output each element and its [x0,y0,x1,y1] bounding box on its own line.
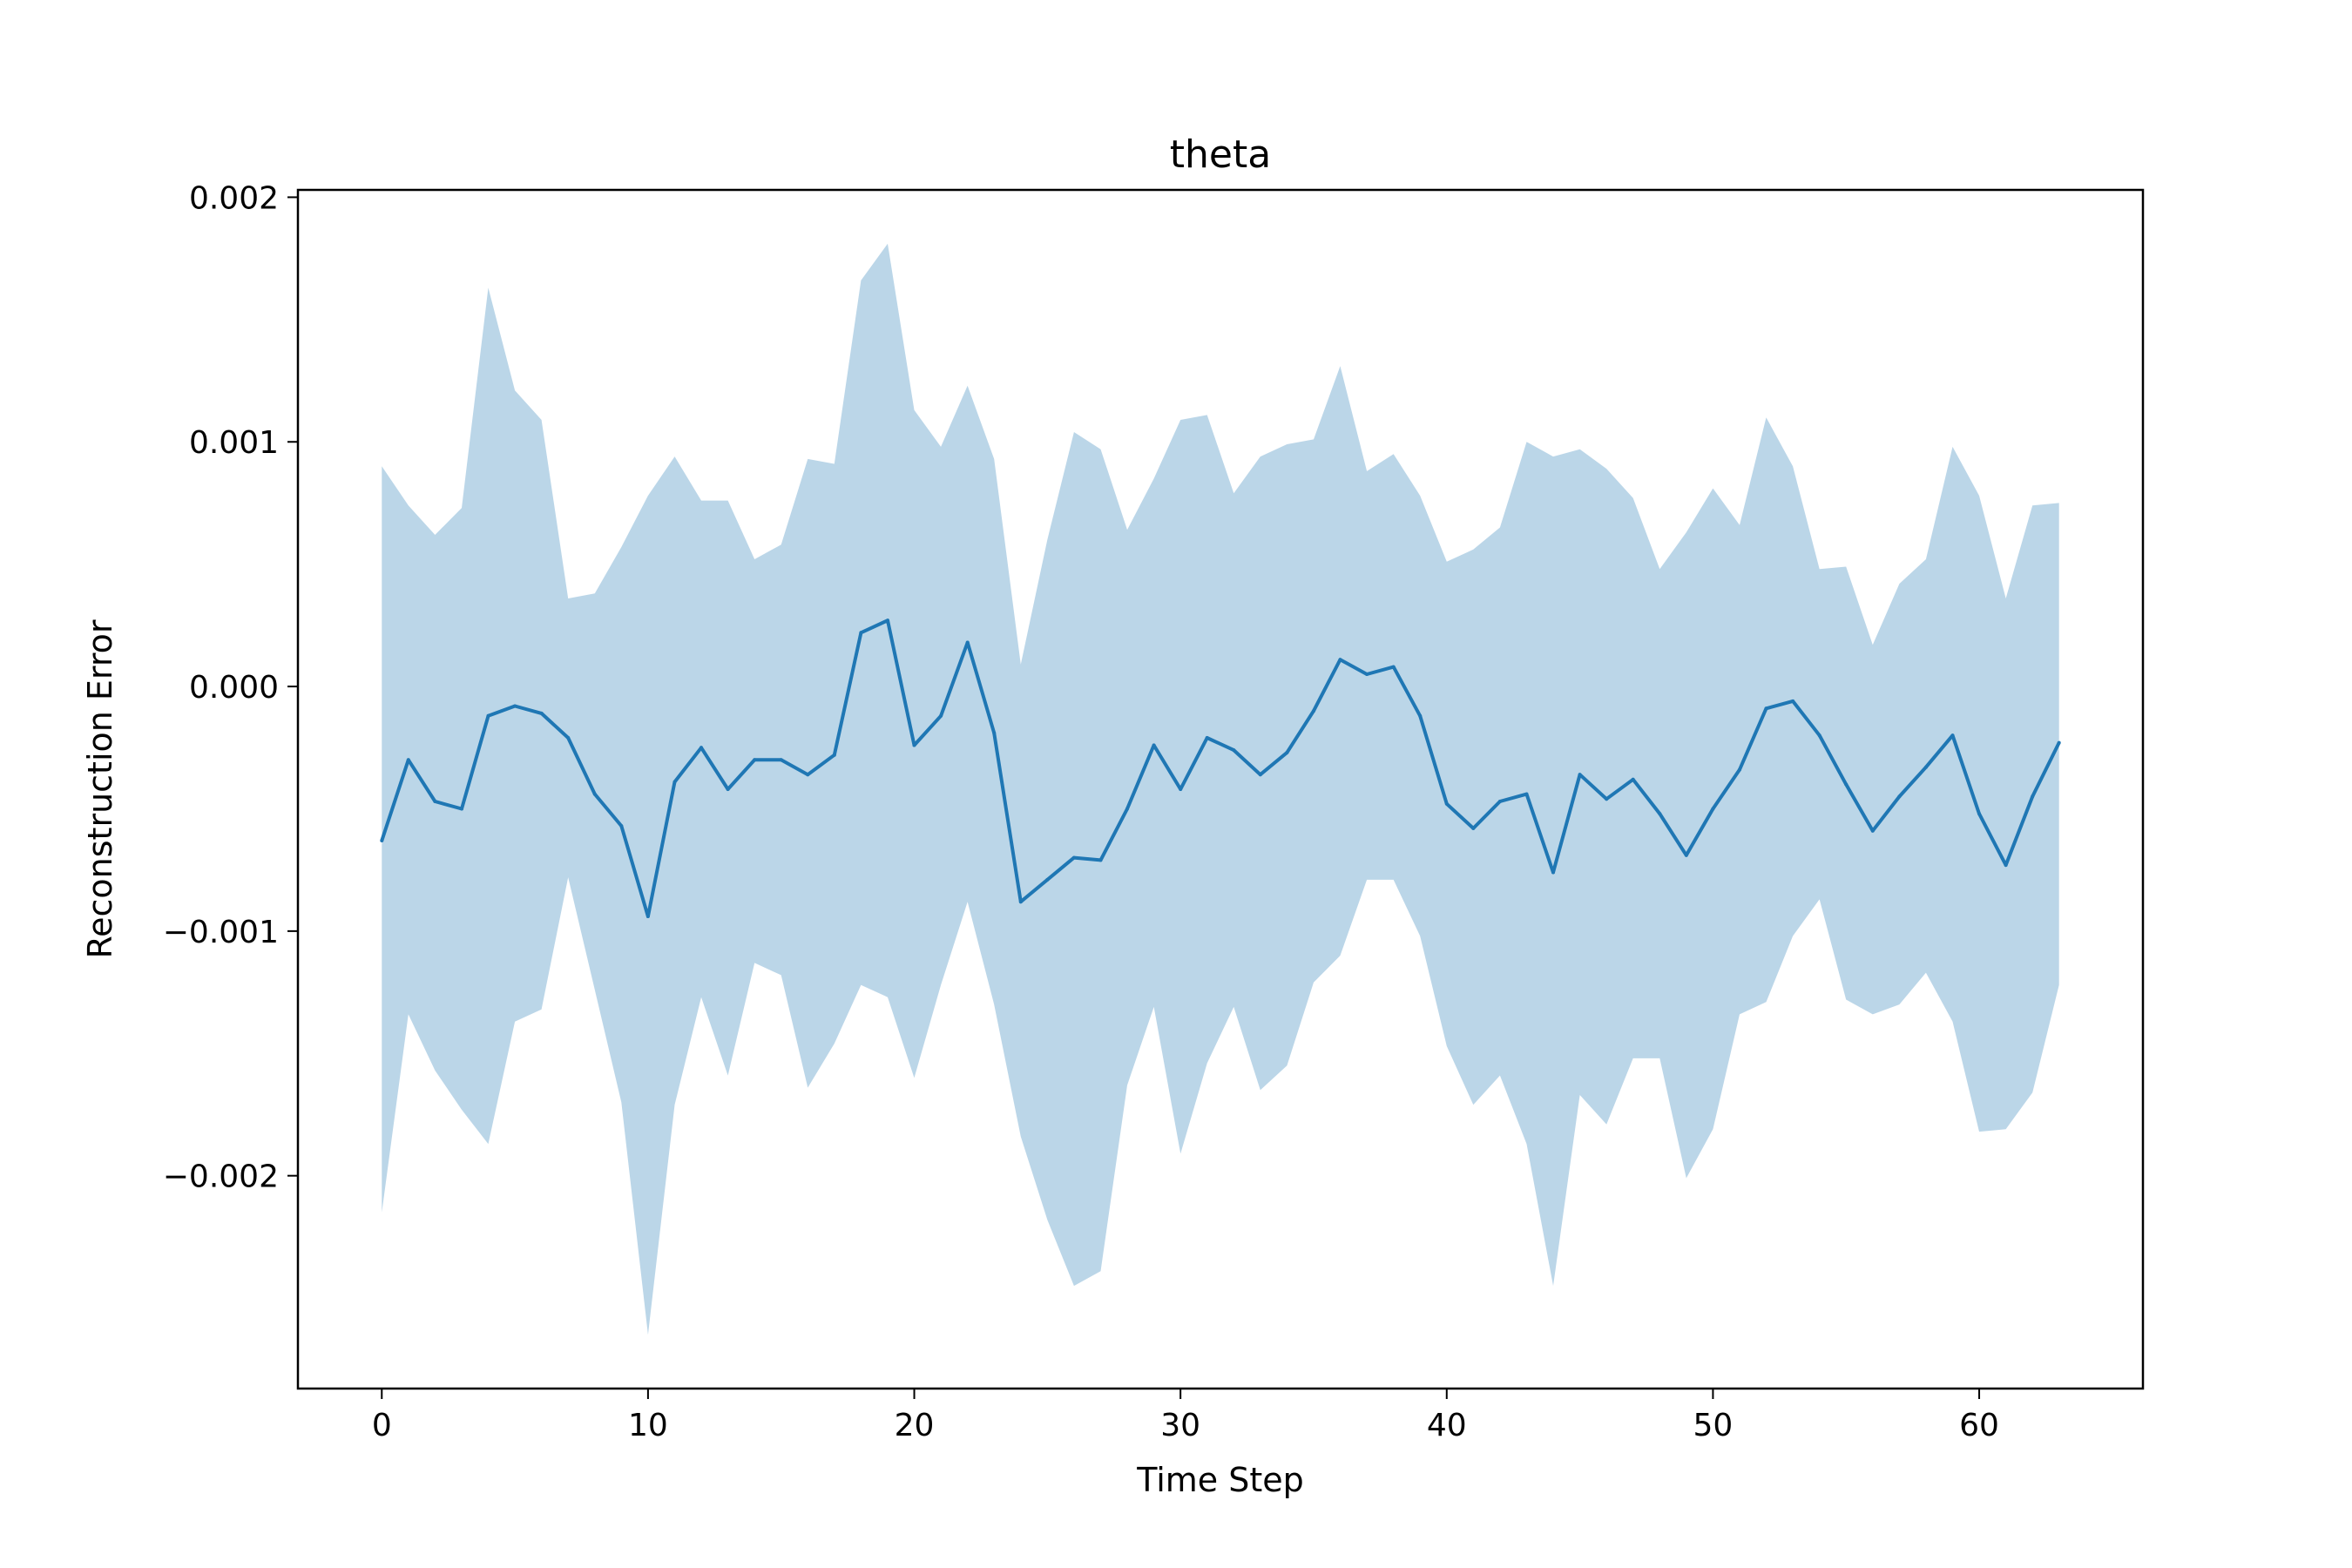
data-point [486,713,490,718]
x-tick-label: 0 [372,1408,392,1443]
data-point [859,631,863,635]
data-point [2031,794,2035,799]
data-point [1444,801,1449,806]
mean-line [380,618,2061,918]
x-tick-label: 20 [895,1408,935,1443]
y-tick-label: 0.002 [189,180,279,216]
data-point [406,758,410,762]
data-point [1179,787,1183,791]
chart-title: theta [1170,132,1271,177]
data-point [1232,748,1236,753]
data-point [1817,733,1821,738]
data-point [1950,733,1955,738]
x-tick-label: 30 [1160,1408,1200,1443]
data-point [700,746,703,750]
data-point [1312,709,1315,713]
data-point [779,758,783,762]
data-point [1205,736,1209,740]
data-point [2004,863,2008,868]
data-point [753,758,757,762]
data-point [1125,807,1129,811]
data-point [912,743,916,747]
data-point [965,640,970,645]
data-point [433,800,437,803]
data-point [513,704,517,708]
data-point [1658,812,1662,816]
data-point [1524,792,1529,796]
plot-area [380,243,2061,1335]
x-axis-title: Time Step [1136,1461,1304,1499]
data-point [1497,800,1502,803]
data-point [1365,672,1369,676]
data-point [1738,767,1741,772]
data-point [1923,765,1928,769]
data-point [1098,858,1103,862]
data-point [672,780,677,784]
data-point [1631,777,1635,781]
data-point [592,792,597,796]
y-axis-title: Reconstruction Error [81,619,119,958]
y-tick-label: 0.001 [189,425,279,461]
y-tick-label: −0.001 [163,915,279,950]
data-point [645,915,650,918]
data-point [539,711,544,715]
data-point [1711,807,1715,811]
data-point [1258,773,1262,777]
data-point [806,773,810,777]
y-axis: 0.002 0.001 0.000 −0.001 −0.002 [163,180,298,1195]
y-tick-label: 0.000 [189,670,279,706]
confidence-band [382,243,2059,1335]
data-point [939,713,943,718]
data-point [1578,773,1582,777]
data-point [726,787,730,791]
x-tick-label: 50 [1693,1408,1734,1443]
data-point [992,731,997,735]
data-point [566,736,571,740]
data-point [1897,794,1902,799]
data-point [886,618,889,623]
x-axis: 0 10 20 30 40 50 60 [372,1389,1999,1443]
data-point [1764,706,1768,711]
data-point [1844,782,1848,787]
data-point [1391,665,1396,669]
data-point [619,824,624,828]
y-tick-label: −0.002 [163,1159,279,1195]
data-point [1071,855,1076,860]
data-point [1551,870,1555,875]
data-point [1045,877,1050,882]
data-point [1338,658,1342,662]
data-point [1870,828,1875,833]
data-point [460,807,463,811]
x-tick-label: 60 [1959,1408,1999,1443]
data-point [1471,826,1476,830]
data-point [1285,750,1289,754]
data-point [1684,853,1688,857]
x-tick-label: 10 [628,1408,668,1443]
data-point [1977,812,1981,816]
data-point [1791,699,1795,703]
data-point [1605,797,1609,801]
axes-frame [296,188,2145,1390]
data-point [832,753,836,757]
data-point [1418,713,1423,718]
data-point [1018,900,1023,904]
x-tick-label: 40 [1427,1408,1467,1443]
data-point [380,839,384,842]
data-point [1152,743,1156,747]
data-point [2057,740,2061,745]
